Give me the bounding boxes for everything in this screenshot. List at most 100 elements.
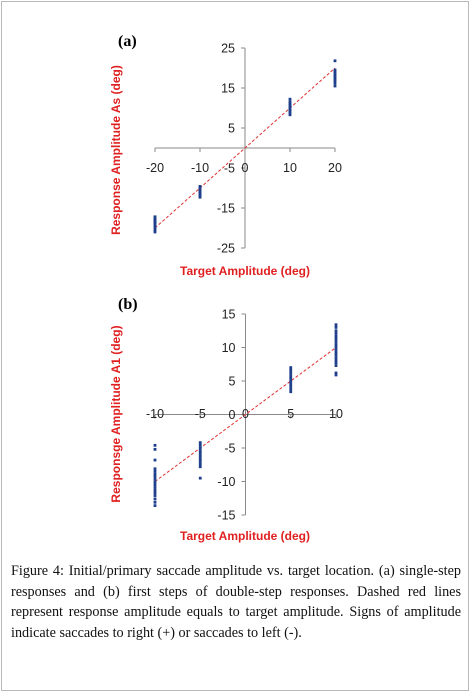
data-point [288, 97, 292, 101]
data-point [198, 462, 202, 466]
data-point [289, 366, 293, 369]
data-point [334, 358, 338, 362]
data-point [333, 70, 337, 73]
y-tick-label: -5 [224, 442, 235, 456]
x-tick-label: -10 [146, 407, 164, 421]
data-point [153, 230, 157, 234]
data-point [334, 334, 338, 338]
data-point [288, 113, 292, 117]
data-point [334, 350, 338, 354]
data-point [198, 451, 202, 455]
data-point [288, 103, 292, 107]
data-point [334, 361, 338, 365]
data-point [288, 111, 292, 115]
data-point [153, 443, 157, 447]
x-tick-label: 0 [242, 161, 249, 175]
caption-text: Initial/primary saccade amplitude vs. ta… [11, 563, 462, 641]
data-point [153, 491, 157, 495]
y-tick-label: 0 [229, 408, 236, 422]
x-tick-label: 10 [329, 407, 343, 421]
y-tick-label: -25 [217, 242, 235, 256]
data-point [333, 73, 337, 77]
data-point [289, 390, 293, 394]
data-point [288, 110, 292, 113]
data-point [333, 75, 337, 78]
data-point [198, 185, 202, 188]
data-point [334, 345, 338, 349]
data-point [333, 71, 337, 75]
data-point [288, 108, 292, 112]
data-point [153, 215, 157, 219]
data-point [333, 59, 337, 63]
y-tick-label: -15 [217, 509, 235, 523]
data-point [333, 81, 337, 85]
data-point [289, 374, 293, 378]
data-point [334, 364, 338, 367]
data-point [333, 78, 337, 81]
data-point [153, 486, 157, 489]
data-point [289, 376, 293, 380]
data-point [198, 454, 202, 458]
x-tick-label: 5 [287, 407, 294, 421]
data-point [153, 500, 157, 504]
data-point [198, 441, 202, 445]
y-tick-label: 15 [221, 82, 235, 96]
data-point [334, 353, 338, 357]
x-tick-label: -5 [195, 407, 206, 421]
y-tick-label: 25 [221, 42, 235, 56]
x-tick-label: 10 [283, 161, 297, 175]
y-tick-label: -15 [217, 202, 235, 216]
y-axis-title: Response Amplitude As (deg) [109, 65, 123, 235]
reference-line [154, 67, 336, 229]
data-point [334, 326, 338, 329]
data-point [334, 373, 338, 377]
data-point [198, 443, 202, 447]
data-point [153, 483, 157, 487]
data-point [289, 382, 293, 386]
chart-panel-a: (a) 25 15 5 -5 -15 -25 -20 -10 0 10 20 Target Amplit… [109, 33, 342, 278]
y-tick-label: 5 [228, 122, 235, 136]
data-point [334, 340, 338, 343]
data-point [198, 446, 202, 450]
data-point [334, 371, 338, 375]
data-point [153, 494, 157, 497]
data-point [198, 476, 202, 480]
data-point [153, 497, 157, 501]
data-point [334, 337, 338, 341]
data-point [153, 458, 157, 462]
data-point [198, 465, 202, 469]
y-tick-label: -5 [224, 162, 235, 176]
x-axis-title: Target Amplitude (deg) [180, 529, 310, 543]
data-point [289, 384, 293, 388]
data-point [288, 102, 292, 105]
data-point [289, 371, 293, 375]
data-point [153, 228, 157, 232]
data-point [289, 387, 293, 391]
data-point [289, 368, 293, 372]
data-point [153, 480, 157, 484]
data-point [153, 478, 157, 481]
data-point [153, 470, 157, 473]
data-point [333, 84, 337, 88]
data-point [334, 329, 338, 333]
x-axis-title: Target Amplitude (deg) [180, 264, 310, 278]
data-point [153, 488, 157, 492]
y-tick-label: 15 [222, 308, 236, 322]
data-point [288, 100, 292, 104]
panel-label: (b) [118, 296, 138, 313]
data-point [153, 467, 157, 471]
reference-line [154, 347, 337, 482]
data-point [334, 332, 338, 335]
data-point [288, 107, 292, 110]
data-point [153, 447, 157, 451]
x-tick-label: -20 [146, 161, 164, 175]
data-point [334, 342, 338, 346]
data-point [153, 224, 157, 228]
data-point [153, 475, 157, 479]
data-point [333, 79, 337, 83]
data-point [153, 226, 157, 230]
data-point [289, 379, 293, 383]
data-point [333, 76, 337, 80]
data-point [153, 472, 157, 476]
y-axis-title: Responsge Amplitude A1 (deg) [109, 325, 123, 502]
